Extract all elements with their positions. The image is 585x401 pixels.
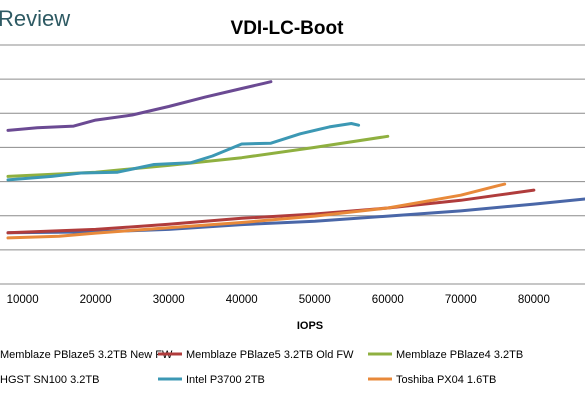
legend: Memblaze PBlaze5 3.2TB New FW Memblaze PB…: [0, 349, 523, 386]
legend-label: HGST SN100 3.2TB: [0, 374, 99, 386]
gridlines: [0, 44, 585, 285]
series-line-5: [6, 122, 361, 182]
x-tick-label: 40000: [226, 294, 258, 306]
legend-label: Toshiba PX04 1.6TB: [396, 374, 496, 386]
site-logo: Review: [0, 6, 70, 31]
x-tick-label: 50000: [299, 294, 331, 306]
x-tick-label: 70000: [445, 294, 477, 306]
x-tick-label: 60000: [372, 294, 404, 306]
legend-label: Memblaze PBlaze5 3.2TB New FW: [0, 349, 173, 361]
legend-label: Memblaze PBlaze4 3.2TB: [396, 349, 523, 361]
chart-title: VDI-LC-Boot: [231, 18, 345, 39]
x-axis-label: IOPS: [297, 320, 323, 332]
series-line-2: [6, 188, 536, 235]
x-tick-label: 30000: [153, 294, 185, 306]
series-line-6: [6, 182, 507, 240]
legend-label: Memblaze PBlaze5 3.2TB Old FW: [186, 349, 354, 361]
legend-label: Intel P3700 2TB: [186, 374, 265, 386]
plot-area: [6, 80, 585, 240]
x-tick-label: 10000: [7, 294, 39, 306]
x-axis-ticks: 10000 20000 30000 40000 50000 60000 70000 80000: [7, 294, 550, 306]
series-line-3: [6, 134, 390, 178]
series-line-4: [6, 80, 273, 132]
x-tick-label: 80000: [518, 294, 550, 306]
x-tick-label: 20000: [80, 294, 112, 306]
